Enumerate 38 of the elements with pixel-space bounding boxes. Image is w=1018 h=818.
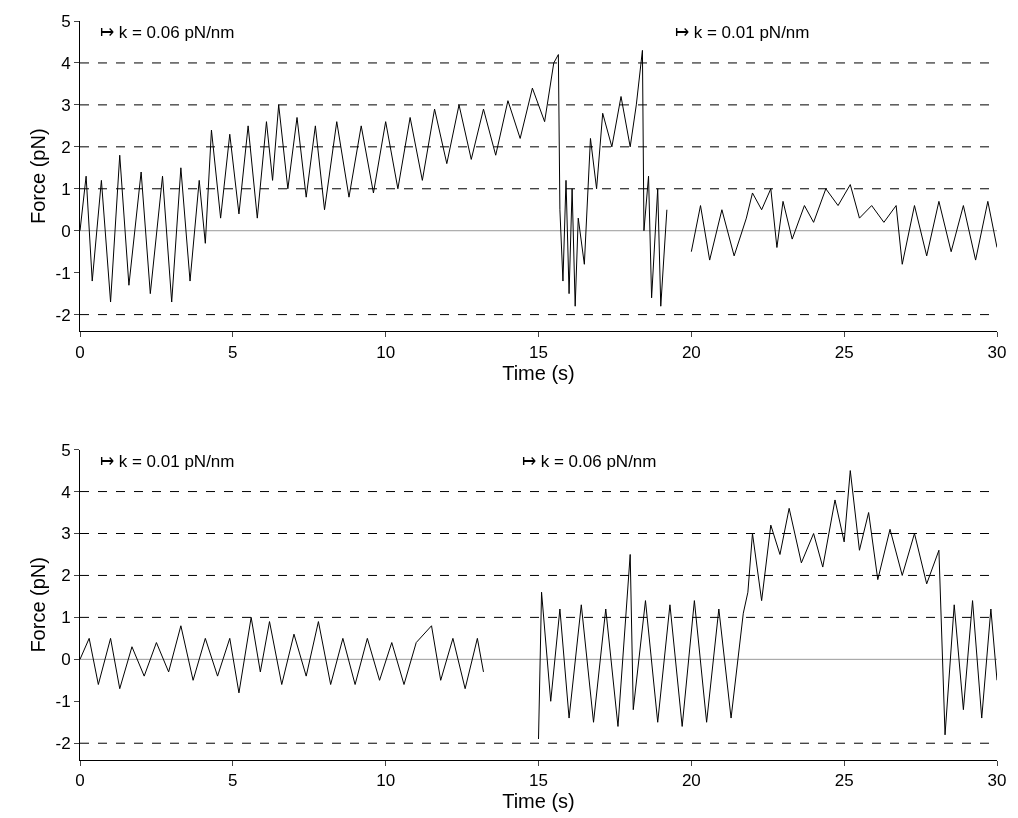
y-tick-label: 4 — [61, 482, 71, 502]
x-tick-label: 0 — [75, 342, 85, 362]
x-tick-label: 15 — [529, 771, 548, 791]
x-tick-label: 5 — [228, 771, 238, 791]
y-tick-label: 5 — [61, 440, 71, 460]
annotation: ↦ k = 0.01 pN/nm — [675, 23, 810, 42]
y-tick-label: 2 — [61, 137, 71, 157]
y-tick-label: 3 — [61, 524, 71, 544]
y-axis-title: Force (pN) — [26, 557, 49, 653]
x-tick-label: 25 — [834, 771, 854, 791]
y-tick-label: 4 — [61, 53, 71, 73]
x-tick-label: 25 — [834, 342, 854, 362]
y-tick-label: 1 — [61, 179, 71, 199]
x-tick-label: 0 — [75, 771, 85, 791]
x-tick-label: 30 — [987, 771, 1007, 791]
annotation: ↦ k = 0.06 pN/nm — [100, 23, 235, 42]
y-tick-label: 5 — [61, 11, 71, 31]
y-tick-label: 0 — [61, 650, 71, 670]
x-tick-label: 10 — [376, 771, 396, 791]
x-tick-label: 10 — [376, 342, 396, 362]
y-tick-label: -1 — [55, 692, 71, 712]
y-tick-label: 2 — [61, 566, 71, 586]
x-tick-label: 5 — [228, 342, 238, 362]
y-axis-title: Force (pN) — [26, 128, 49, 224]
y-tick-label: 0 — [61, 221, 71, 241]
y-tick-label: 3 — [61, 95, 71, 115]
x-tick-label: 20 — [681, 342, 701, 362]
x-tick-label: 15 — [529, 342, 548, 362]
y-tick-label: 1 — [61, 608, 71, 628]
y-tick-label: -1 — [55, 263, 71, 283]
annotation: ↦ k = 0.06 pN/nm — [522, 452, 657, 471]
y-tick-label: -2 — [55, 734, 71, 754]
annotation: ↦ k = 0.01 pN/nm — [100, 452, 235, 471]
y-tick-label: -2 — [55, 305, 71, 325]
x-axis-title: Time (s) — [502, 361, 575, 384]
x-tick-label: 20 — [681, 771, 701, 791]
x-tick-label: 30 — [987, 342, 1007, 362]
x-axis-title: Time (s) — [502, 790, 575, 813]
